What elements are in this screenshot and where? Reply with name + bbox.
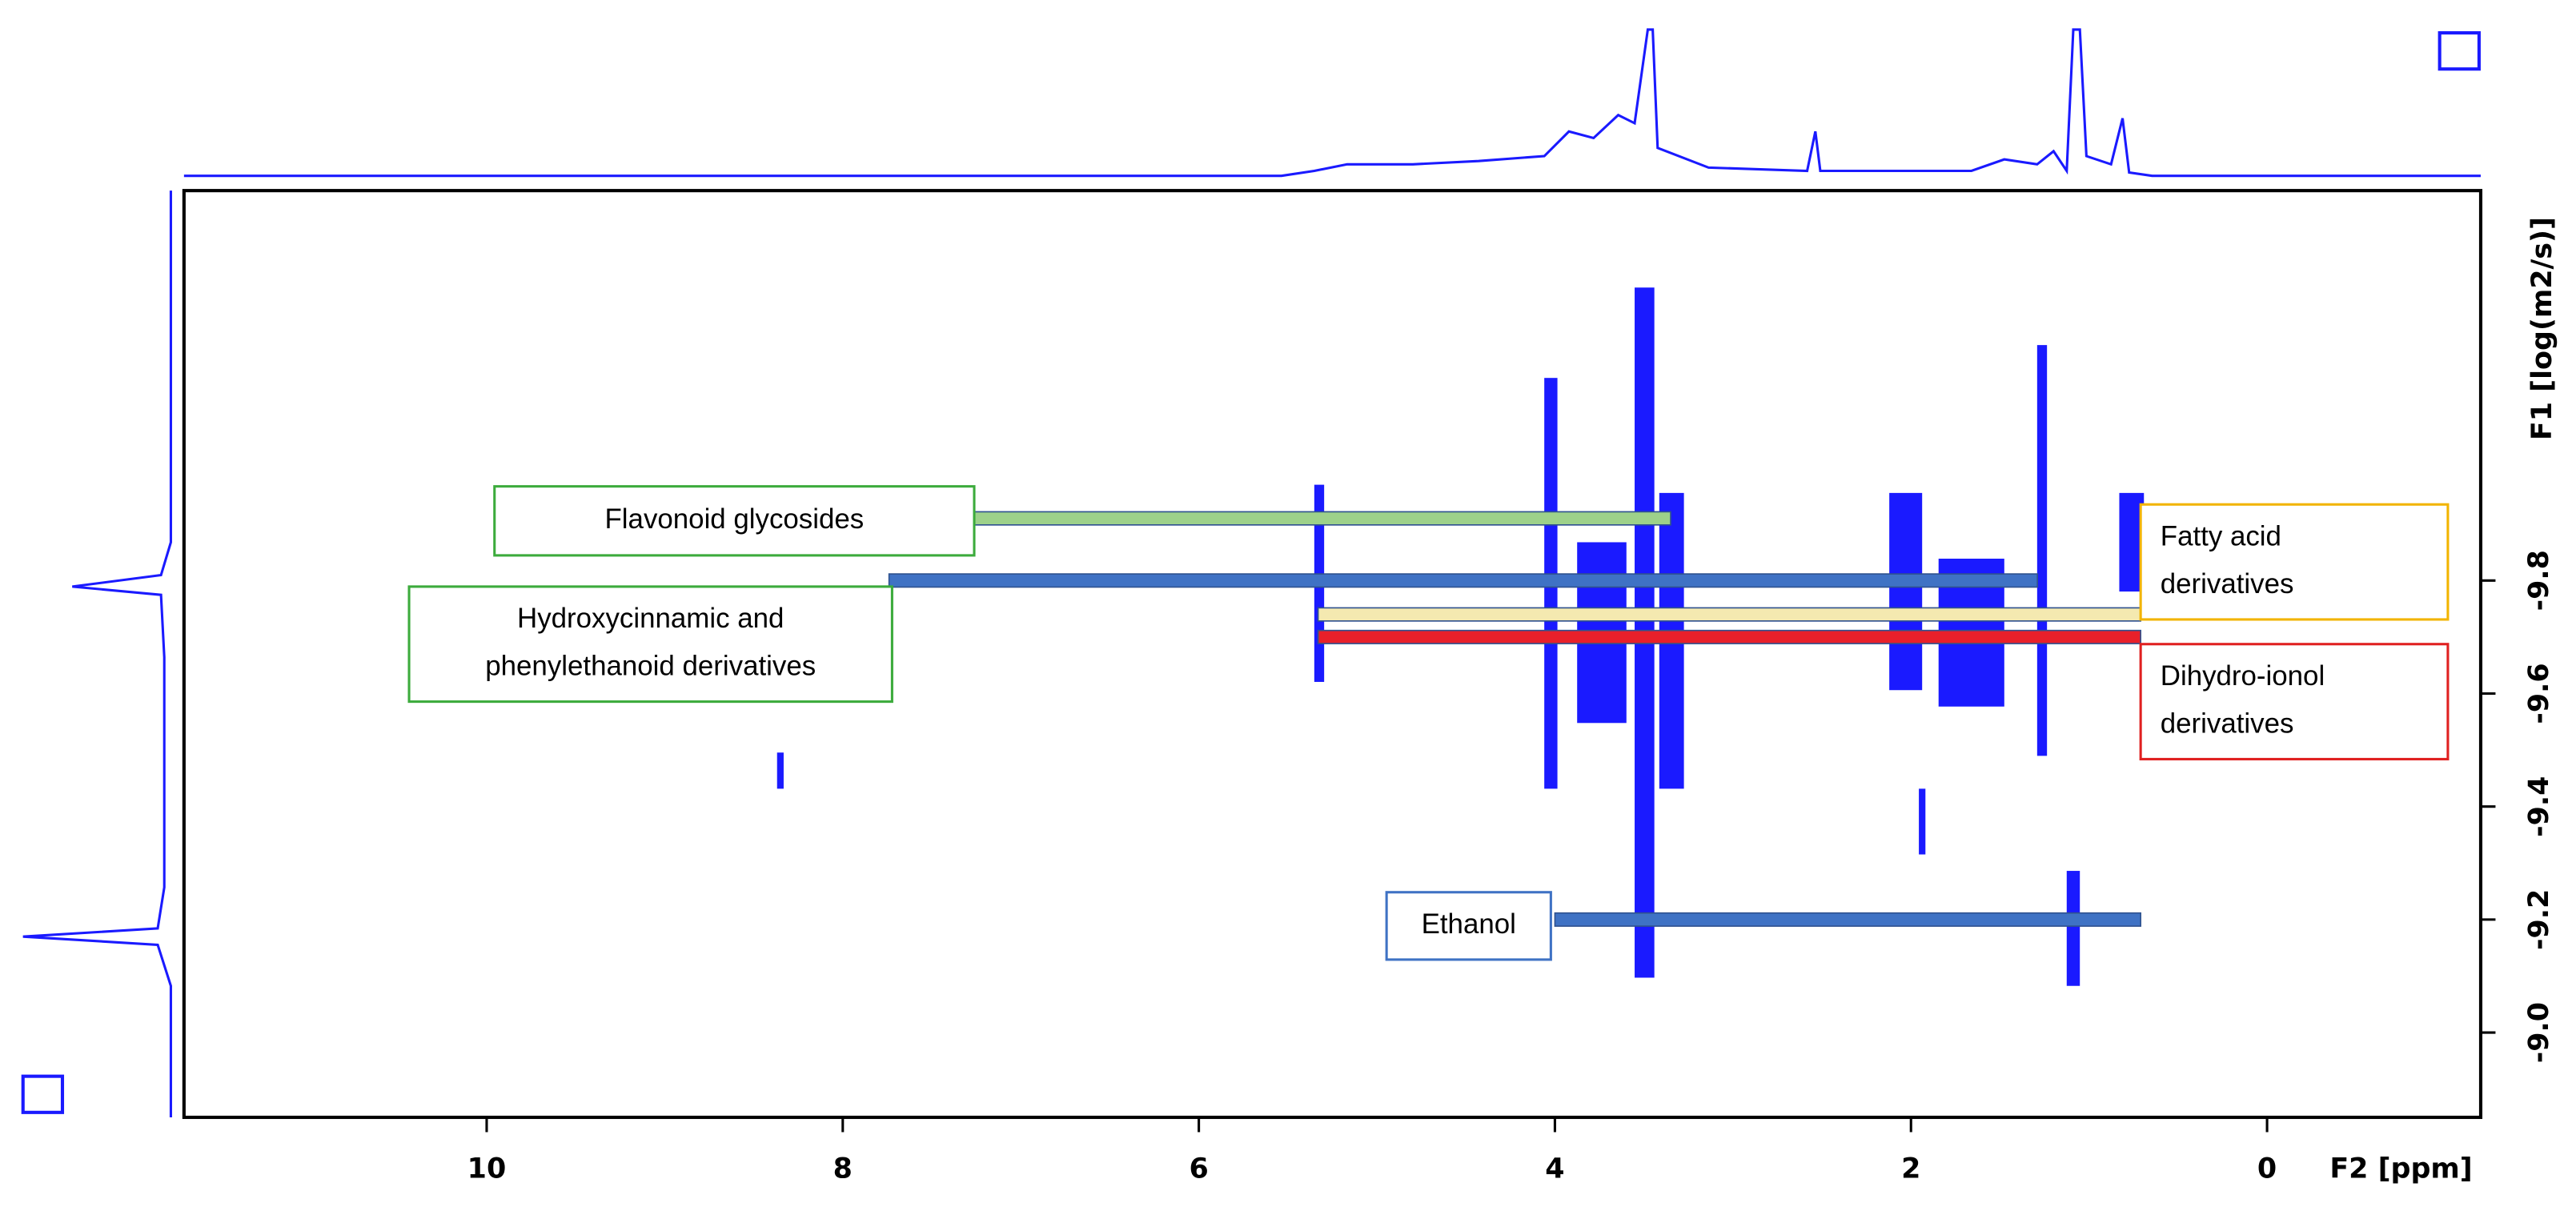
- corner-box: [21, 1074, 65, 1114]
- component-label: Dihydro-ionol: [2161, 660, 2325, 692]
- contour: [776, 752, 784, 789]
- component-bar: [1554, 912, 2141, 927]
- x-tick-label: 8: [833, 1153, 853, 1185]
- contour: [2036, 345, 2048, 756]
- label-box: [2139, 503, 2450, 621]
- x-tick-label: 4: [1545, 1153, 1564, 1185]
- x-tick-label: 2: [1901, 1153, 1920, 1185]
- contour: [2066, 871, 2080, 986]
- x-tick-label: 6: [1189, 1153, 1208, 1185]
- plot-frame: [182, 189, 2483, 1120]
- component-label: derivatives: [2161, 708, 2294, 740]
- component-label: Hydroxycinnamic and: [517, 603, 784, 634]
- y-tick-label: -9.8: [2523, 550, 2555, 611]
- x-tick-label: 10: [467, 1153, 507, 1185]
- component-bar: [968, 511, 1671, 526]
- component-label: derivatives: [2161, 568, 2294, 599]
- component-label: Ethanol: [1422, 908, 1516, 940]
- corner-box: [2438, 31, 2481, 71]
- component-label: phenylethanoid derivatives: [485, 651, 816, 682]
- component-bar: [1317, 629, 2141, 644]
- label-box: [493, 485, 976, 557]
- x-tick-label: 0: [2257, 1153, 2277, 1185]
- x-axis-label: F2 [ppm]: [2329, 1153, 2472, 1185]
- y-tick-label: -9.6: [2523, 663, 2555, 724]
- label-box: [1385, 891, 1552, 961]
- f2-projection: [183, 28, 2481, 178]
- contour: [1889, 492, 1923, 691]
- y-axis-label: F1 [log(m2/s)]: [2526, 217, 2558, 440]
- y-tick-label: -9.4: [2523, 776, 2555, 837]
- component-label: Flavonoid glycosides: [605, 503, 865, 535]
- component-bar: [888, 573, 2038, 588]
- component-label: Fatty acid: [2161, 521, 2281, 552]
- contour: [1919, 788, 1926, 855]
- y-tick-label: -9.0: [2523, 1002, 2555, 1063]
- label-box: [2139, 643, 2450, 760]
- f1-projection: [22, 190, 172, 1117]
- component-bar: [1317, 607, 2141, 622]
- label-box: [407, 585, 893, 704]
- y-tick-label: -9.2: [2523, 889, 2555, 950]
